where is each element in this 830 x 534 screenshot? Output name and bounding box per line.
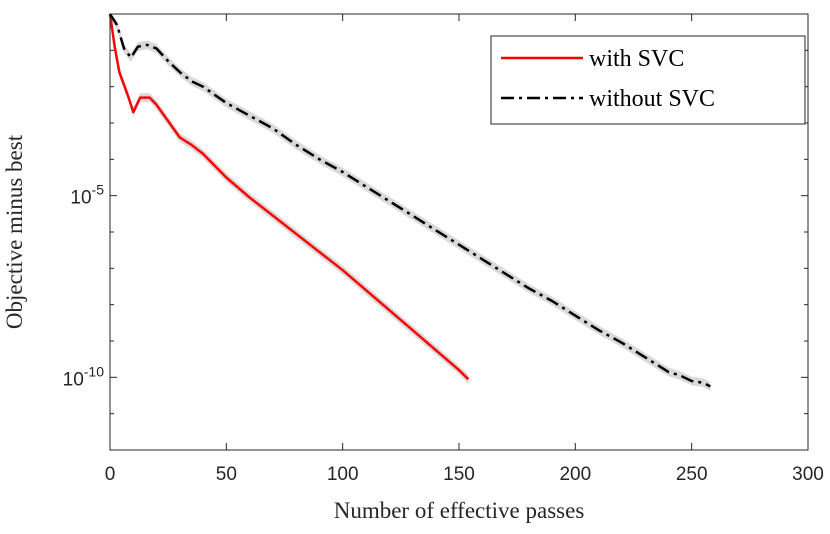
x-tick-label: 0 bbox=[105, 464, 116, 485]
y-tick-label-base: 10 bbox=[63, 369, 84, 390]
y-tick-label-exponent: -10 bbox=[84, 363, 104, 379]
x-tick-label: 100 bbox=[327, 464, 359, 485]
x-tick-label: 200 bbox=[559, 464, 591, 485]
x-tick-label: 150 bbox=[443, 464, 475, 485]
series-line-0 bbox=[108, 13, 470, 381]
legend-label-without-svc: without SVC bbox=[589, 86, 715, 112]
series-line-1 bbox=[108, 13, 711, 388]
x-axis-title: Number of effective passes bbox=[334, 498, 585, 523]
legend: with SVC without SVC bbox=[490, 35, 806, 125]
y-tick-label: 10-5 bbox=[70, 182, 104, 209]
x-tick-label: 50 bbox=[216, 464, 237, 485]
y-tick-label-exponent: -5 bbox=[92, 182, 105, 198]
y-tick-label-base: 10 bbox=[70, 188, 91, 209]
x-tick-label: 300 bbox=[792, 464, 824, 485]
y-tick-label: 10-10 bbox=[63, 363, 105, 390]
legend-label-with-svc: with SVC bbox=[589, 46, 684, 72]
x-tick-label: 250 bbox=[676, 464, 708, 485]
legend-box bbox=[490, 35, 806, 125]
y-axis-title: Objective minus best bbox=[2, 134, 27, 329]
